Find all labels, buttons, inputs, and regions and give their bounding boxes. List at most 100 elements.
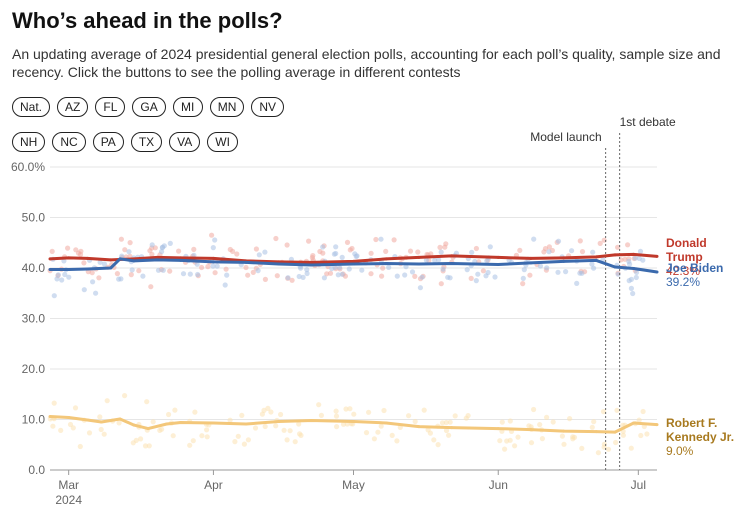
- y-tick-label: 60.0%: [11, 160, 45, 174]
- poll-dot: [555, 238, 562, 244]
- contest-button-ga[interactable]: GA: [132, 97, 166, 117]
- poll-dot: [569, 248, 575, 254]
- poll-dot: [589, 424, 595, 430]
- poll-dot: [232, 439, 238, 445]
- poll-dot: [334, 424, 340, 430]
- poll-dot: [65, 245, 71, 251]
- poll-dot: [359, 267, 365, 273]
- x-tick-label: Mar: [58, 478, 79, 492]
- poll-dot: [337, 265, 343, 271]
- series-point-joe-biden: [211, 260, 215, 264]
- contest-button-fl[interactable]: FL: [95, 97, 126, 117]
- contest-button-nc[interactable]: NC: [52, 132, 86, 152]
- series-point-robert-f-kennedy-jr: [211, 421, 215, 425]
- contest-button-nh[interactable]: NH: [12, 132, 46, 152]
- poll-dot: [180, 271, 187, 277]
- poll-dot: [528, 440, 535, 446]
- poll-dot: [473, 278, 479, 284]
- poll-dot: [453, 250, 459, 256]
- series-point-joe-biden: [655, 270, 659, 274]
- contest-button-nat[interactable]: Nat.: [12, 97, 51, 117]
- poll-dot: [274, 273, 280, 279]
- contest-button-mn[interactable]: MN: [209, 97, 245, 117]
- series-point-joe-biden: [594, 258, 598, 262]
- poll-dot: [194, 261, 200, 267]
- y-tick-label: 30.0: [22, 312, 46, 326]
- poll-dot: [391, 237, 397, 243]
- series-point-donald-trump: [310, 260, 313, 264]
- poll-dot: [343, 406, 349, 412]
- poll-dot: [81, 260, 87, 266]
- poll-dot: [550, 419, 556, 425]
- poll-dot: [381, 407, 387, 414]
- series-point-joe-biden: [179, 258, 183, 262]
- poll-dot: [368, 271, 374, 277]
- series-value-label: 9.0%: [666, 444, 694, 458]
- poll-dot: [349, 245, 355, 252]
- series-point-robert-f-kennedy-jr: [179, 421, 183, 424]
- contest-button-wi[interactable]: WI: [207, 132, 238, 152]
- poll-dot: [347, 406, 353, 412]
- poll-dot: [332, 264, 338, 270]
- poll-dot: [443, 241, 449, 247]
- poll-dot: [468, 275, 474, 281]
- poll-dot: [252, 425, 259, 431]
- poll-dot: [261, 407, 267, 413]
- y-tick-label: 40.0: [22, 261, 46, 275]
- poll-dot: [210, 263, 216, 269]
- poll-dot: [72, 405, 79, 411]
- poll-dot: [520, 281, 526, 287]
- series-point-robert-f-kennedy-jr: [146, 427, 150, 431]
- poll-dot: [633, 274, 639, 281]
- poll-dot: [318, 412, 324, 418]
- contest-button-mi[interactable]: MI: [172, 97, 203, 117]
- series-point-joe-biden: [632, 267, 636, 270]
- series-point-donald-trump: [496, 255, 500, 259]
- series-point-joe-biden: [244, 260, 248, 264]
- poll-dot: [425, 427, 431, 433]
- poll-dot: [445, 274, 451, 280]
- series-point-robert-f-kennedy-jr: [310, 419, 313, 422]
- poll-dot: [97, 414, 103, 420]
- poll-dot: [443, 427, 450, 434]
- series-point-robert-f-kennedy-jr: [244, 422, 248, 426]
- contest-button-az[interactable]: AZ: [57, 97, 89, 117]
- poll-dot: [561, 441, 567, 447]
- poll-dot: [285, 275, 291, 281]
- series-point-robert-f-kennedy-jr: [496, 427, 500, 431]
- poll-dot: [492, 274, 498, 280]
- poll-dot: [446, 432, 452, 438]
- x-tick-label: Jul: [631, 478, 646, 492]
- poll-dot: [625, 242, 631, 248]
- poll-dot: [353, 253, 359, 259]
- contest-button-pa[interactable]: PA: [92, 132, 124, 152]
- series-point-donald-trump: [67, 256, 71, 260]
- poll-dot: [265, 405, 271, 411]
- poll-dot: [636, 255, 642, 261]
- poll-dot: [287, 428, 293, 434]
- poll-dot: [289, 277, 295, 283]
- series-point-joe-biden: [109, 266, 113, 270]
- poll-dot: [77, 443, 83, 450]
- poll-dot: [241, 441, 247, 447]
- poll-dot: [114, 271, 120, 277]
- contest-button-tx[interactable]: TX: [130, 132, 163, 152]
- poll-dot: [383, 248, 389, 254]
- annotation-label: Model launch: [530, 130, 601, 144]
- poll-dot: [122, 247, 128, 253]
- poll-dot: [160, 267, 166, 273]
- poll-dot: [204, 427, 210, 433]
- x-tick-sublabel: 2024: [55, 493, 82, 507]
- y-tick-label: 10.0: [22, 413, 46, 427]
- series-point-robert-f-kennedy-jr: [165, 422, 169, 426]
- poll-dot: [344, 239, 351, 245]
- contest-button-nv[interactable]: NV: [251, 97, 285, 117]
- poll-dot: [172, 407, 178, 413]
- poll-dot: [504, 438, 510, 444]
- y-tick-label: 0.0: [28, 463, 45, 477]
- poll-dot: [190, 438, 196, 444]
- contest-button-va[interactable]: VA: [169, 132, 201, 152]
- poll-dot: [637, 248, 644, 254]
- poll-dot: [626, 278, 632, 284]
